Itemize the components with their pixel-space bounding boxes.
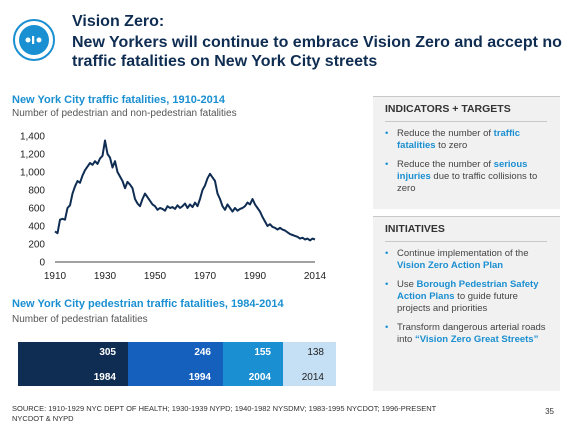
x-tick-label: 1930 xyxy=(94,271,117,282)
initiative-item: Continue implementation of the Vision Ze… xyxy=(385,248,552,272)
table-cell: 155 2004 xyxy=(223,342,283,386)
x-axis: 1910 1930 1950 1970 1990 2014 xyxy=(44,261,327,282)
x-tick-label: 1990 xyxy=(244,271,267,282)
cell-value: 155 xyxy=(254,347,271,358)
cell-year: 1994 xyxy=(188,372,211,383)
y-tick-label: 400 xyxy=(28,222,45,233)
chart2-title: New York City pedestrian traffic fatalit… xyxy=(12,298,284,310)
initiatives-panel: INITIATIVES Continue implementation of t… xyxy=(373,216,560,391)
initiative-item: Use Borough Pedestrian Safety Action Pla… xyxy=(385,279,552,315)
cell-year: 2004 xyxy=(248,372,271,383)
indicator-item: Reduce the number of serious injuries du… xyxy=(385,159,552,195)
cell-value: 305 xyxy=(99,347,116,358)
pedestrian-fatalities-table: 305 1984 246 1994 155 2004 138 2014 xyxy=(18,342,336,386)
page-subtitle-line1: New Yorkers will continue to embrace Vis… xyxy=(72,34,562,51)
cell-year: 1984 xyxy=(93,372,116,383)
fatalities-series-line xyxy=(54,139,316,242)
initiatives-heading: INITIATIVES xyxy=(385,223,547,242)
x-tick-label: 1950 xyxy=(144,271,167,282)
y-tick-label: 600 xyxy=(28,204,45,215)
table-cell: 138 2014 xyxy=(283,342,336,386)
fatalities-line-chart: 0 200 400 600 800 1,000 1,200 1,400 1910 1930 195… xyxy=(20,132,327,283)
indicators-heading: INDICATORS + TARGETS xyxy=(385,103,547,122)
y-axis: 0 200 400 600 800 1,000 1,200 1,400 xyxy=(20,132,45,269)
vision-zero-logo-icon xyxy=(13,19,55,61)
indicator-item: Reduce the number of traffic fatalities … xyxy=(385,128,552,152)
x-tick-label: 1970 xyxy=(194,271,217,282)
cell-value: 138 xyxy=(307,347,324,358)
indicators-panel: INDICATORS + TARGETS Reduce the number o… xyxy=(373,96,560,209)
chart1-title: New York City traffic fatalities, 1910-2… xyxy=(12,94,225,106)
chart2-subtitle: Number of pedestrian fatalities xyxy=(12,314,148,325)
y-tick-label: 200 xyxy=(28,240,45,251)
page-subtitle-line2: traffic fatalities on New York City stre… xyxy=(72,53,378,70)
x-tick-label: 2014 xyxy=(304,271,327,282)
page-number: 35 xyxy=(545,407,554,416)
x-tick-label: 1910 xyxy=(44,271,67,282)
table-cell: 246 1994 xyxy=(128,342,223,386)
source-note: SOURCE: 1910-1929 NYC DEPT OF HEALTH; 19… xyxy=(12,404,437,423)
y-tick-label: 1,400 xyxy=(20,132,45,143)
y-tick-label: 1,200 xyxy=(20,150,45,161)
cell-year: 2014 xyxy=(301,372,324,383)
table-cell: 305 1984 xyxy=(18,342,128,386)
initiative-item: Transform dangerous arterial roads into … xyxy=(385,322,552,346)
y-tick-label: 1,000 xyxy=(20,168,45,179)
cell-value: 246 xyxy=(194,347,211,358)
chart1-subtitle: Number of pedestrian and non-pedestrian … xyxy=(12,108,237,119)
y-tick-label: 0 xyxy=(39,258,45,269)
y-tick-label: 800 xyxy=(28,186,45,197)
page-title: Vision Zero: xyxy=(72,13,165,30)
